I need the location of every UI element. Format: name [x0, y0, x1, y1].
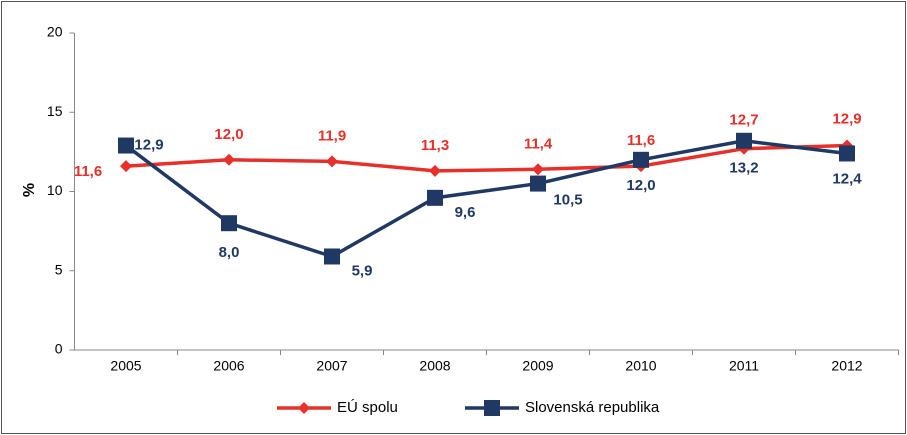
marker — [427, 189, 443, 206]
x-tick-label: 2009 — [522, 358, 553, 374]
series-line — [124, 139, 848, 259]
value-label: 5,9 — [352, 262, 373, 279]
marker — [221, 215, 237, 232]
x-tick-label: 2006 — [213, 358, 244, 374]
marker — [839, 145, 855, 162]
value-label: 11,9 — [318, 127, 346, 144]
marker — [530, 175, 546, 192]
value-label: 12,9 — [134, 137, 163, 154]
legend-label: EÚ spolu — [337, 399, 398, 416]
value-label: 11,6 — [74, 163, 102, 180]
legend-label: Slovenská republika — [525, 399, 660, 416]
value-label: 12,0 — [626, 177, 655, 194]
value-label: 13,2 — [729, 160, 758, 177]
value-label: 11,4 — [524, 135, 553, 152]
y-tick-label: 15 — [47, 103, 63, 119]
y-tick-label: 20 — [47, 24, 63, 40]
x-tick-label: 2005 — [110, 358, 141, 374]
value-label: 11,3 — [421, 137, 449, 154]
marker — [120, 160, 132, 173]
y-tick-label: 0 — [55, 341, 63, 357]
x-tick-label: 2012 — [831, 358, 862, 374]
marker — [298, 402, 310, 414]
y-axis-label: % — [21, 183, 38, 197]
y-tick-label: 10 — [47, 182, 63, 198]
value-label: 11,6 — [627, 132, 655, 149]
value-label: 8,0 — [219, 244, 240, 261]
value-label: 12,7 — [729, 112, 758, 129]
marker — [532, 163, 544, 176]
x-tick-label: 2010 — [625, 358, 656, 374]
marker — [324, 248, 340, 265]
y-tick-label: 5 — [55, 261, 63, 277]
marker — [736, 132, 752, 149]
marker — [118, 137, 134, 154]
value-label: 12,4 — [832, 170, 862, 187]
marker — [223, 153, 235, 166]
marker — [429, 164, 441, 177]
x-tick-label: 2007 — [316, 358, 347, 374]
value-label: 10,5 — [553, 192, 582, 209]
marker — [633, 151, 649, 168]
series-line — [125, 143, 848, 173]
x-tick-label: 2011 — [729, 358, 759, 374]
x-tick-label: 2008 — [419, 358, 450, 374]
value-label: 12,0 — [214, 126, 243, 143]
value-label: 12,9 — [832, 111, 861, 128]
value-label: 9,6 — [455, 204, 476, 221]
marker — [326, 155, 338, 168]
marker — [484, 400, 500, 416]
